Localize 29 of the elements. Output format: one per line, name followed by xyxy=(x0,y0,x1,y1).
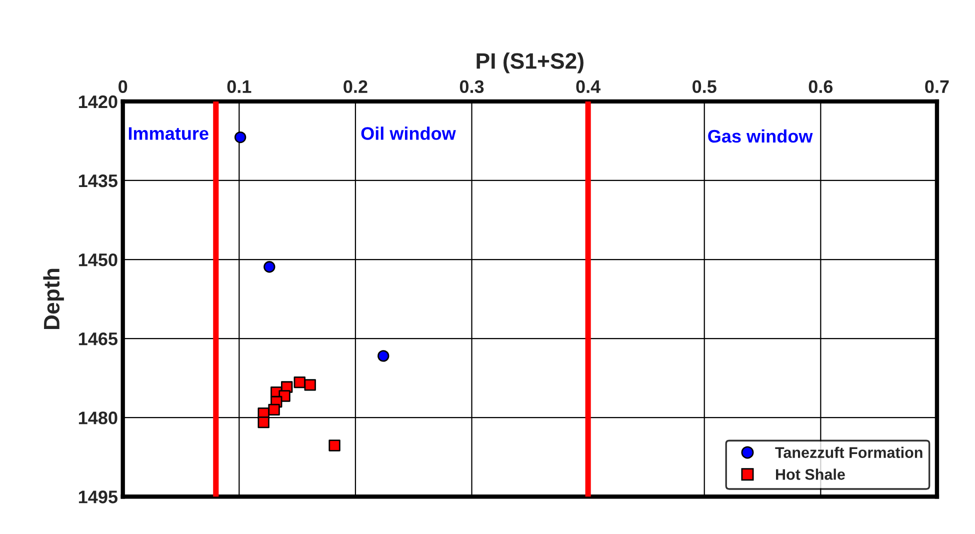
point xyxy=(294,376,306,388)
point xyxy=(234,131,246,144)
x-tick-label: 0.1 xyxy=(227,80,252,94)
x-tick-label: 0 xyxy=(118,80,128,94)
y-tick-label: 1480 xyxy=(78,412,118,424)
y-tick-label: 1450 xyxy=(78,253,118,266)
annotation: Immature xyxy=(128,127,208,140)
point xyxy=(304,379,316,391)
x-tick-label: 0.5 xyxy=(692,80,716,94)
point xyxy=(378,350,390,362)
legend-label: Hot Shale xyxy=(776,468,845,480)
point xyxy=(258,416,270,428)
annotation: Oil window xyxy=(361,126,456,140)
y-tick-label: 1420 xyxy=(78,95,118,108)
x-tick-label: 0.2 xyxy=(344,80,368,94)
annotation: Gas window xyxy=(708,129,813,143)
y-axis-title: Depth xyxy=(43,268,64,330)
point xyxy=(264,261,276,273)
x-axis-title: PI (S1+S2) xyxy=(476,52,584,74)
y-tick-label: 1465 xyxy=(78,332,118,346)
x-tick-label: 0.7 xyxy=(925,80,949,94)
point xyxy=(328,440,340,452)
legend-label: Tanezzuft Formation xyxy=(775,446,922,458)
point xyxy=(268,404,280,416)
x-tick-label: 0.4 xyxy=(576,80,601,94)
y-tick-label: 1435 xyxy=(78,174,118,188)
x-tick-label: 0.6 xyxy=(808,80,833,94)
x-tick-label: 0.3 xyxy=(460,80,484,94)
y-tick-label: 1495 xyxy=(78,490,118,504)
